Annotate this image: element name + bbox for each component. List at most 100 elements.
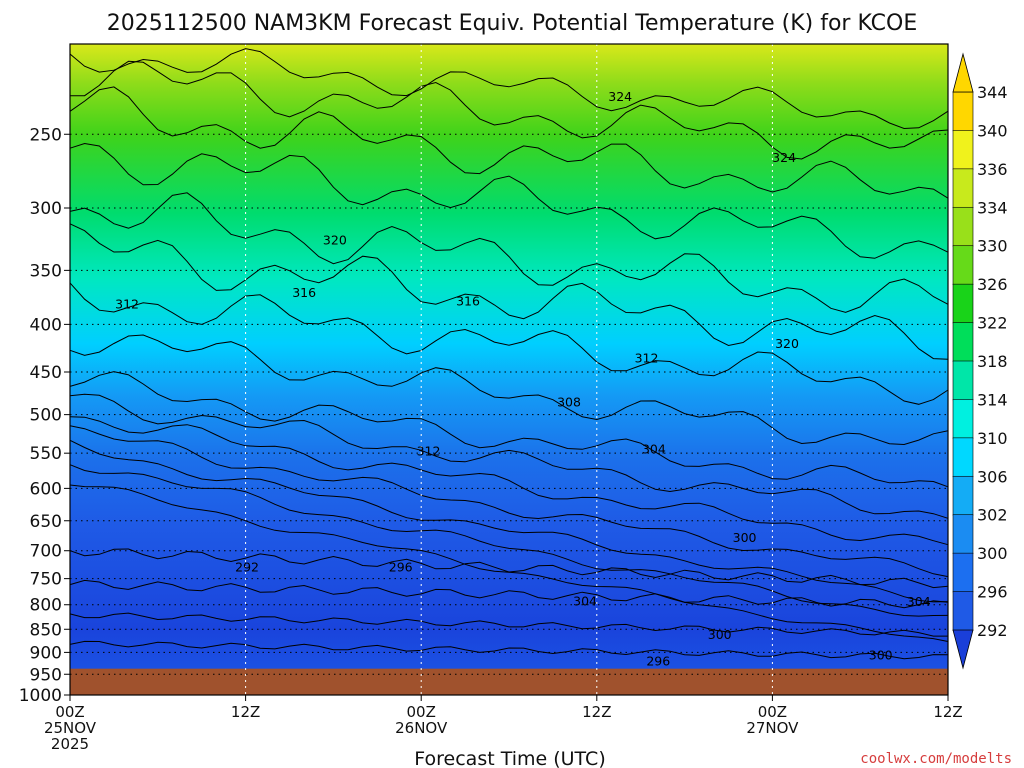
x-tick-label: 26NOV [395, 719, 448, 737]
colorbar-label: 302 [977, 506, 1008, 525]
x-tick-label: 00Z [55, 703, 84, 721]
y-tick-label: 700 [30, 542, 62, 562]
y-tick-label: 1000 [19, 686, 62, 706]
contour-line [69, 192, 949, 313]
contour-label: 320 [323, 232, 347, 247]
colorbar-extend-max [952, 52, 974, 93]
contour-labels: 324 324 320 316 316 312 320 312 308 304 312 300 292 2… [115, 89, 931, 668]
colorbar-segment [952, 437, 974, 478]
contour-line [69, 425, 949, 578]
colorbar-segment [952, 475, 974, 516]
contour-line [69, 86, 949, 199]
colorbar-label: 296 [977, 583, 1008, 602]
y-tick-label: 550 [30, 444, 62, 464]
contour-line [69, 393, 949, 519]
contour-label: 304 [573, 594, 597, 609]
colorbar-segment [952, 283, 974, 324]
watermark: coolwx.com/modelts [860, 751, 1012, 767]
y-tick-label: 600 [30, 479, 62, 499]
colorbar-label: 326 [977, 275, 1008, 294]
colorbar-segment [952, 360, 974, 401]
y-tick-label: 400 [30, 315, 62, 335]
colorbar: 344 340 336 334 330 326 322 318 314 310 306 302 300 2… [952, 52, 1008, 670]
contour-line [69, 48, 949, 130]
x-tick-label: 25NOV [44, 719, 97, 737]
x-tick-label: 27NOV [746, 719, 799, 737]
y-axis: 250 300 350 400 450 500 550 600 650 700 750 800 850 9… [19, 125, 70, 706]
y-tick-label: 450 [30, 363, 62, 383]
x-tick-label: 12Z [582, 703, 611, 721]
colorbar-extend-min [952, 629, 974, 670]
contour-line [69, 612, 948, 637]
colorbar-label: 318 [977, 352, 1008, 371]
plot-frame [69, 43, 949, 696]
y-tick-label: 850 [30, 620, 62, 640]
plot-area: 324 324 320 316 316 312 320 312 308 304 312 300 292 2… [69, 43, 949, 696]
colorbar-segment [952, 206, 974, 247]
contour-label: 296 [646, 653, 670, 668]
y-tick-label: 650 [30, 512, 62, 532]
contour-label: 312 [417, 444, 441, 459]
x-axis-title: Forecast Time (UTC) [414, 748, 605, 768]
contour-line [69, 334, 949, 446]
contour-line [69, 579, 949, 609]
contour-label: 292 [235, 560, 259, 575]
y-tick-label: 800 [30, 596, 62, 616]
contour-line [69, 416, 949, 546]
y-tick-label: 300 [30, 199, 62, 219]
contour-label: 300 [869, 648, 893, 663]
colorbar-segment [952, 322, 974, 362]
theta-e-field [70, 44, 948, 695]
contour-line [69, 548, 949, 589]
y-tick-label: 250 [30, 125, 62, 145]
contour-label: 296 [389, 560, 413, 575]
contour-label: 308 [557, 394, 581, 409]
contour-label: 320 [775, 336, 799, 351]
contour-line [69, 223, 949, 360]
contour-lines [69, 48, 949, 660]
colorbar-segment [952, 245, 974, 285]
contour-label: 316 [456, 293, 480, 308]
colorbar-label: 330 [977, 237, 1008, 256]
colorbar-segment [952, 591, 974, 631]
contour-label: 304 [642, 441, 666, 456]
colorbar-label: 306 [977, 467, 1008, 486]
colorbar-segment [952, 168, 974, 209]
colorbar-segment [952, 399, 974, 439]
colorbar-label: 314 [977, 390, 1008, 409]
colorbar-label: 310 [977, 429, 1008, 448]
colorbar-label: 300 [977, 544, 1008, 563]
contour-label: 324 [608, 89, 632, 104]
colorbar-label: 322 [977, 314, 1008, 333]
contour-line [69, 464, 949, 617]
colorbar-segment [952, 552, 974, 593]
x-tick-label: 00Z [758, 703, 787, 721]
colorbar-label: 344 [977, 83, 1008, 102]
contour-line [69, 282, 949, 405]
colorbar-label: 292 [977, 621, 1008, 640]
y-tick-label: 750 [30, 570, 62, 590]
x-tick-label: 12Z [231, 703, 260, 721]
x-tick-label: 12Z [933, 703, 962, 721]
chart-title: 2025112500 NAM3KM Forecast Equiv. Potent… [107, 11, 918, 36]
contour-label: 304 [907, 594, 931, 609]
contour-label: 312 [115, 297, 139, 312]
x-tick-label: 00Z [407, 703, 436, 721]
colorbar-segment [952, 130, 974, 170]
y-tick-label: 950 [30, 665, 62, 685]
colorbar-label: 334 [977, 198, 1008, 217]
contour-label: 324 [772, 150, 796, 165]
y-tick-label: 500 [30, 406, 62, 426]
contour-label: 312 [635, 350, 659, 365]
below-ground-mask [70, 668, 948, 695]
y-tick-label: 900 [30, 643, 62, 663]
contour-line [69, 371, 949, 488]
x-tick-label: 2025 [51, 735, 89, 753]
colorbar-label: 336 [977, 160, 1008, 179]
colorbar-segment [952, 91, 974, 132]
colorbar-label: 340 [977, 121, 1008, 140]
contour-line [69, 142, 949, 259]
contour-line [69, 439, 949, 603]
